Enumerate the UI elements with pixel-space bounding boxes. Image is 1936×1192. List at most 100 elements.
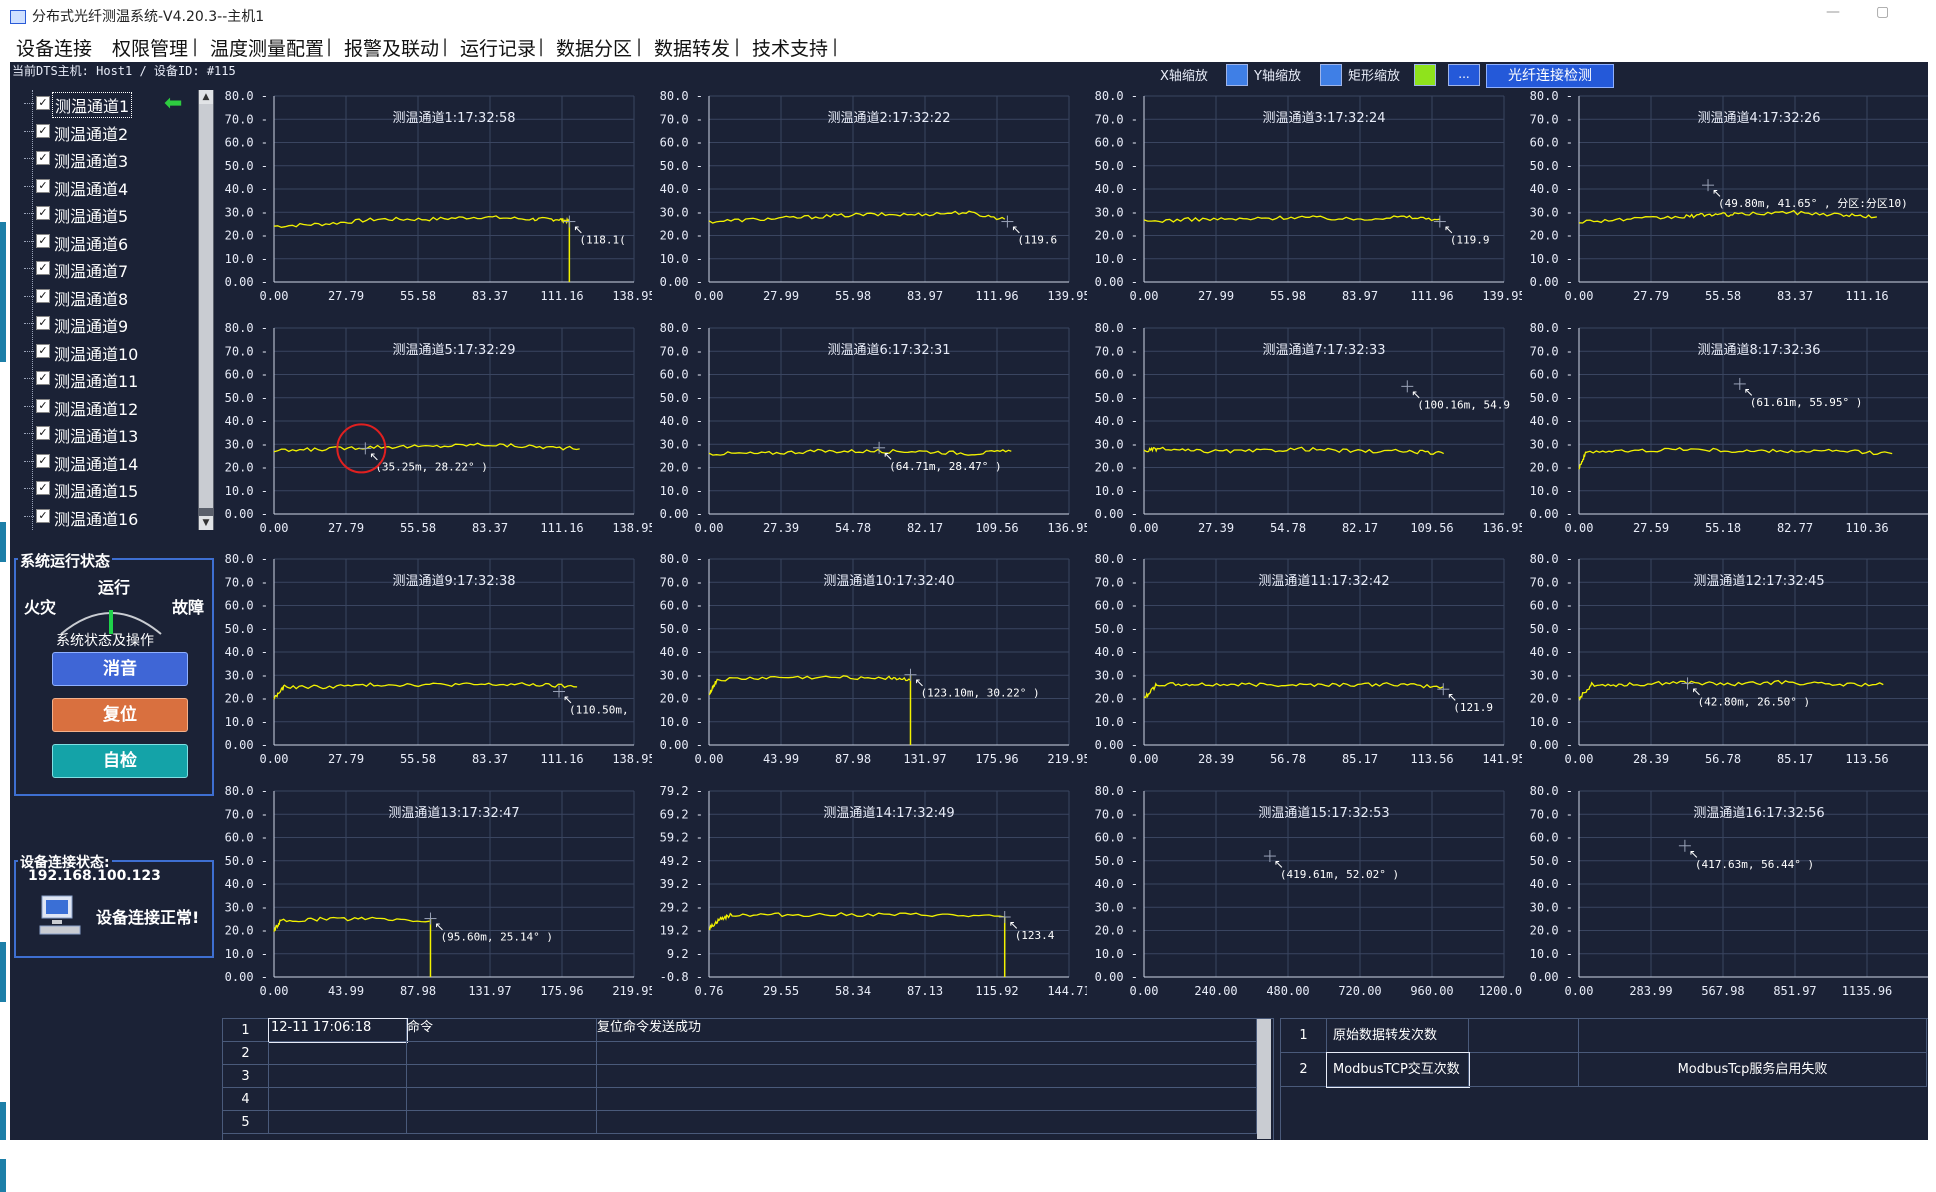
chart-title: 测温通道7:17:32:33 — [1262, 343, 1385, 358]
forward-name-cell[interactable]: ModbusTCP交互次数 — [1326, 1052, 1470, 1088]
forward-count-cell[interactable] — [1463, 1019, 1579, 1053]
channel-item-12[interactable]: ✓ 测温通道12 — [22, 395, 172, 419]
x-tick-label: 87.98 — [835, 752, 871, 766]
minimize-icon[interactable]: — — [1826, 4, 1840, 20]
channel-checkbox[interactable]: ✓ — [36, 151, 50, 165]
forward-stats-grid[interactable]: 1 原始数据转发次数 2 ModbusTCP交互次数 ModbusTcp服务启用失败 — [1280, 1018, 1928, 1140]
forward-status-cell[interactable]: ModbusTcp服务启用失败 — [1579, 1053, 1927, 1087]
menu-device-connect[interactable]: 设备连接 — [16, 38, 93, 60]
channel-item-7[interactable]: ✓ 测温通道7 — [22, 257, 172, 281]
channel-item-16[interactable]: ✓ 测温通道16 — [22, 505, 172, 529]
cursor-value-label: (118.1( — [579, 234, 625, 247]
y-tick-label: 40.0 - — [1095, 645, 1138, 659]
channel-checkbox[interactable]: ✓ — [36, 508, 50, 523]
x-tick-label: 240.00 — [1194, 984, 1237, 998]
channel-item-1[interactable]: ✓ 测温通道1 — [22, 92, 172, 118]
channel-checkbox[interactable]: ✓ — [36, 233, 50, 248]
channel-item-15[interactable]: ✓ 测温通道15 — [22, 477, 172, 501]
log-scrollbar[interactable] — [1257, 1019, 1271, 1139]
x-tick-label: 27.79 — [1633, 289, 1669, 303]
channel-checkbox[interactable]: ✓ — [36, 178, 50, 193]
menu-permissions[interactable]: 权限管理 — [112, 38, 189, 60]
selftest-button[interactable]: 自检 — [52, 744, 188, 778]
x-tick-label: 0.00 — [1130, 752, 1159, 766]
y-tick-label: 0.00 - — [1530, 507, 1573, 521]
log-cell[interactable] — [405, 1111, 597, 1134]
channel-checkbox[interactable]: ✓ — [36, 453, 50, 468]
event-log-grid[interactable]: 1 12-11 17:06:18 命令 复位命令发送成功 2 3 4 5 — [222, 1018, 1274, 1140]
reset-button[interactable]: 复位 — [52, 698, 188, 732]
channel-item-3[interactable]: ✓ 测温通道3 — [22, 147, 172, 171]
more-button[interactable]: ... — [1448, 64, 1480, 86]
maximize-icon[interactable]: ▢ — [1876, 4, 1890, 20]
right-edge — [1928, 62, 1936, 1140]
menu-tech-support[interactable]: 技术支持 — [752, 38, 829, 60]
y-tick-label: 10.0 - — [1530, 484, 1573, 498]
log-cell[interactable] — [269, 1065, 407, 1088]
y-tick-label: 30.0 - — [225, 437, 268, 451]
scroll-thumb[interactable] — [199, 104, 213, 508]
y-tick-label: 80.0 - — [1095, 89, 1138, 103]
channel-checkbox[interactable]: ✓ — [36, 288, 50, 303]
channel-item-14[interactable]: ✓ 测温通道14 — [22, 450, 172, 474]
log-cell[interactable] — [269, 1111, 407, 1134]
y-tick-label: 40.0 - — [1095, 877, 1138, 891]
channel-item-10[interactable]: ✓ 测温通道10 — [22, 340, 172, 364]
log-cell[interactable] — [595, 1088, 1257, 1111]
channel-item-2[interactable]: ✓ 测温通道2 — [22, 120, 172, 144]
channel-item-11[interactable]: ✓ 测温通道11 — [22, 367, 172, 391]
log-cell[interactable] — [595, 1065, 1257, 1088]
fiber-check-button[interactable]: 光纤连接检测 — [1486, 64, 1614, 88]
log-cell[interactable]: 复位命令发送成功 — [595, 1019, 1257, 1042]
scroll-up-icon[interactable]: ▲ — [199, 90, 213, 104]
channel-item-8[interactable]: ✓ 测温通道8 — [22, 285, 172, 309]
y-tick-label: 70.0 - — [660, 575, 703, 589]
log-cell[interactable]: 命令 — [405, 1019, 597, 1042]
menu-data-forward[interactable]: 数据转发 — [654, 38, 731, 60]
log-cell[interactable] — [595, 1042, 1257, 1065]
x-tick-label: 83.37 — [472, 521, 508, 535]
log-cell[interactable] — [595, 1111, 1257, 1134]
x-zoom-toggle[interactable] — [1226, 64, 1248, 86]
channel-item-4[interactable]: ✓ 测温通道4 — [22, 175, 172, 199]
channel-item-13[interactable]: ✓ 测温通道13 — [22, 422, 172, 446]
log-cell[interactable]: 12-11 17:06:18 — [268, 1018, 408, 1043]
forward-name-cell[interactable]: 原始数据转发次数 — [1327, 1019, 1469, 1053]
scroll-down-icon[interactable]: ▼ — [199, 516, 213, 530]
channel-item-5[interactable]: ✓ 测温通道5 — [22, 202, 172, 226]
menu-data-zones[interactable]: 数据分区 — [556, 38, 633, 60]
log-cell[interactable] — [269, 1042, 407, 1065]
channel-checkbox[interactable]: ✓ — [36, 96, 50, 110]
log-cell[interactable] — [405, 1065, 597, 1088]
y-tick-label: 20.0 - — [1095, 229, 1138, 243]
y-zoom-toggle[interactable] — [1320, 64, 1342, 86]
x-tick-label: 1200.00 — [1479, 984, 1522, 998]
rect-zoom-toggle[interactable] — [1414, 64, 1436, 86]
channel-checkbox[interactable]: ✓ — [36, 316, 50, 330]
temperature-trace — [273, 682, 578, 700]
menu-temperature-config[interactable]: 温度测量配置 — [210, 38, 325, 60]
channel-checkbox[interactable]: ✓ — [36, 261, 50, 275]
cursor-value-label: (123.4 — [1015, 929, 1055, 942]
forward-status-cell[interactable] — [1579, 1019, 1927, 1053]
channel-checkbox[interactable]: ✓ — [36, 398, 50, 413]
menu-run-records[interactable]: 运行记录 — [460, 38, 537, 60]
channel-checkbox[interactable]: ✓ — [36, 481, 50, 495]
log-cell[interactable] — [405, 1042, 597, 1065]
channel-item-9[interactable]: ✓ 测温通道9 — [22, 312, 172, 336]
channel-checkbox[interactable]: ✓ — [36, 206, 50, 220]
channel-checkbox[interactable]: ✓ — [36, 123, 50, 138]
menu-alarm-linkage[interactable]: 报警及联动 — [344, 38, 440, 60]
x-tick-label: 27.99 — [763, 289, 799, 303]
y-tick-label: 0.00 - — [1095, 970, 1138, 984]
x-tick-label: 111.16 — [1845, 289, 1888, 303]
forward-count-cell[interactable] — [1463, 1053, 1579, 1087]
channel-checkbox[interactable]: ✓ — [36, 343, 50, 358]
log-cell[interactable] — [269, 1088, 407, 1111]
mute-button[interactable]: 消音 — [52, 652, 188, 686]
channel-checkbox[interactable]: ✓ — [36, 371, 50, 385]
log-cell[interactable] — [405, 1088, 597, 1111]
channel-checkbox[interactable]: ✓ — [36, 426, 50, 440]
channel-item-6[interactable]: ✓ 测温通道6 — [22, 230, 172, 254]
channel-scrollbar[interactable]: ▲ ▼ — [198, 90, 214, 530]
